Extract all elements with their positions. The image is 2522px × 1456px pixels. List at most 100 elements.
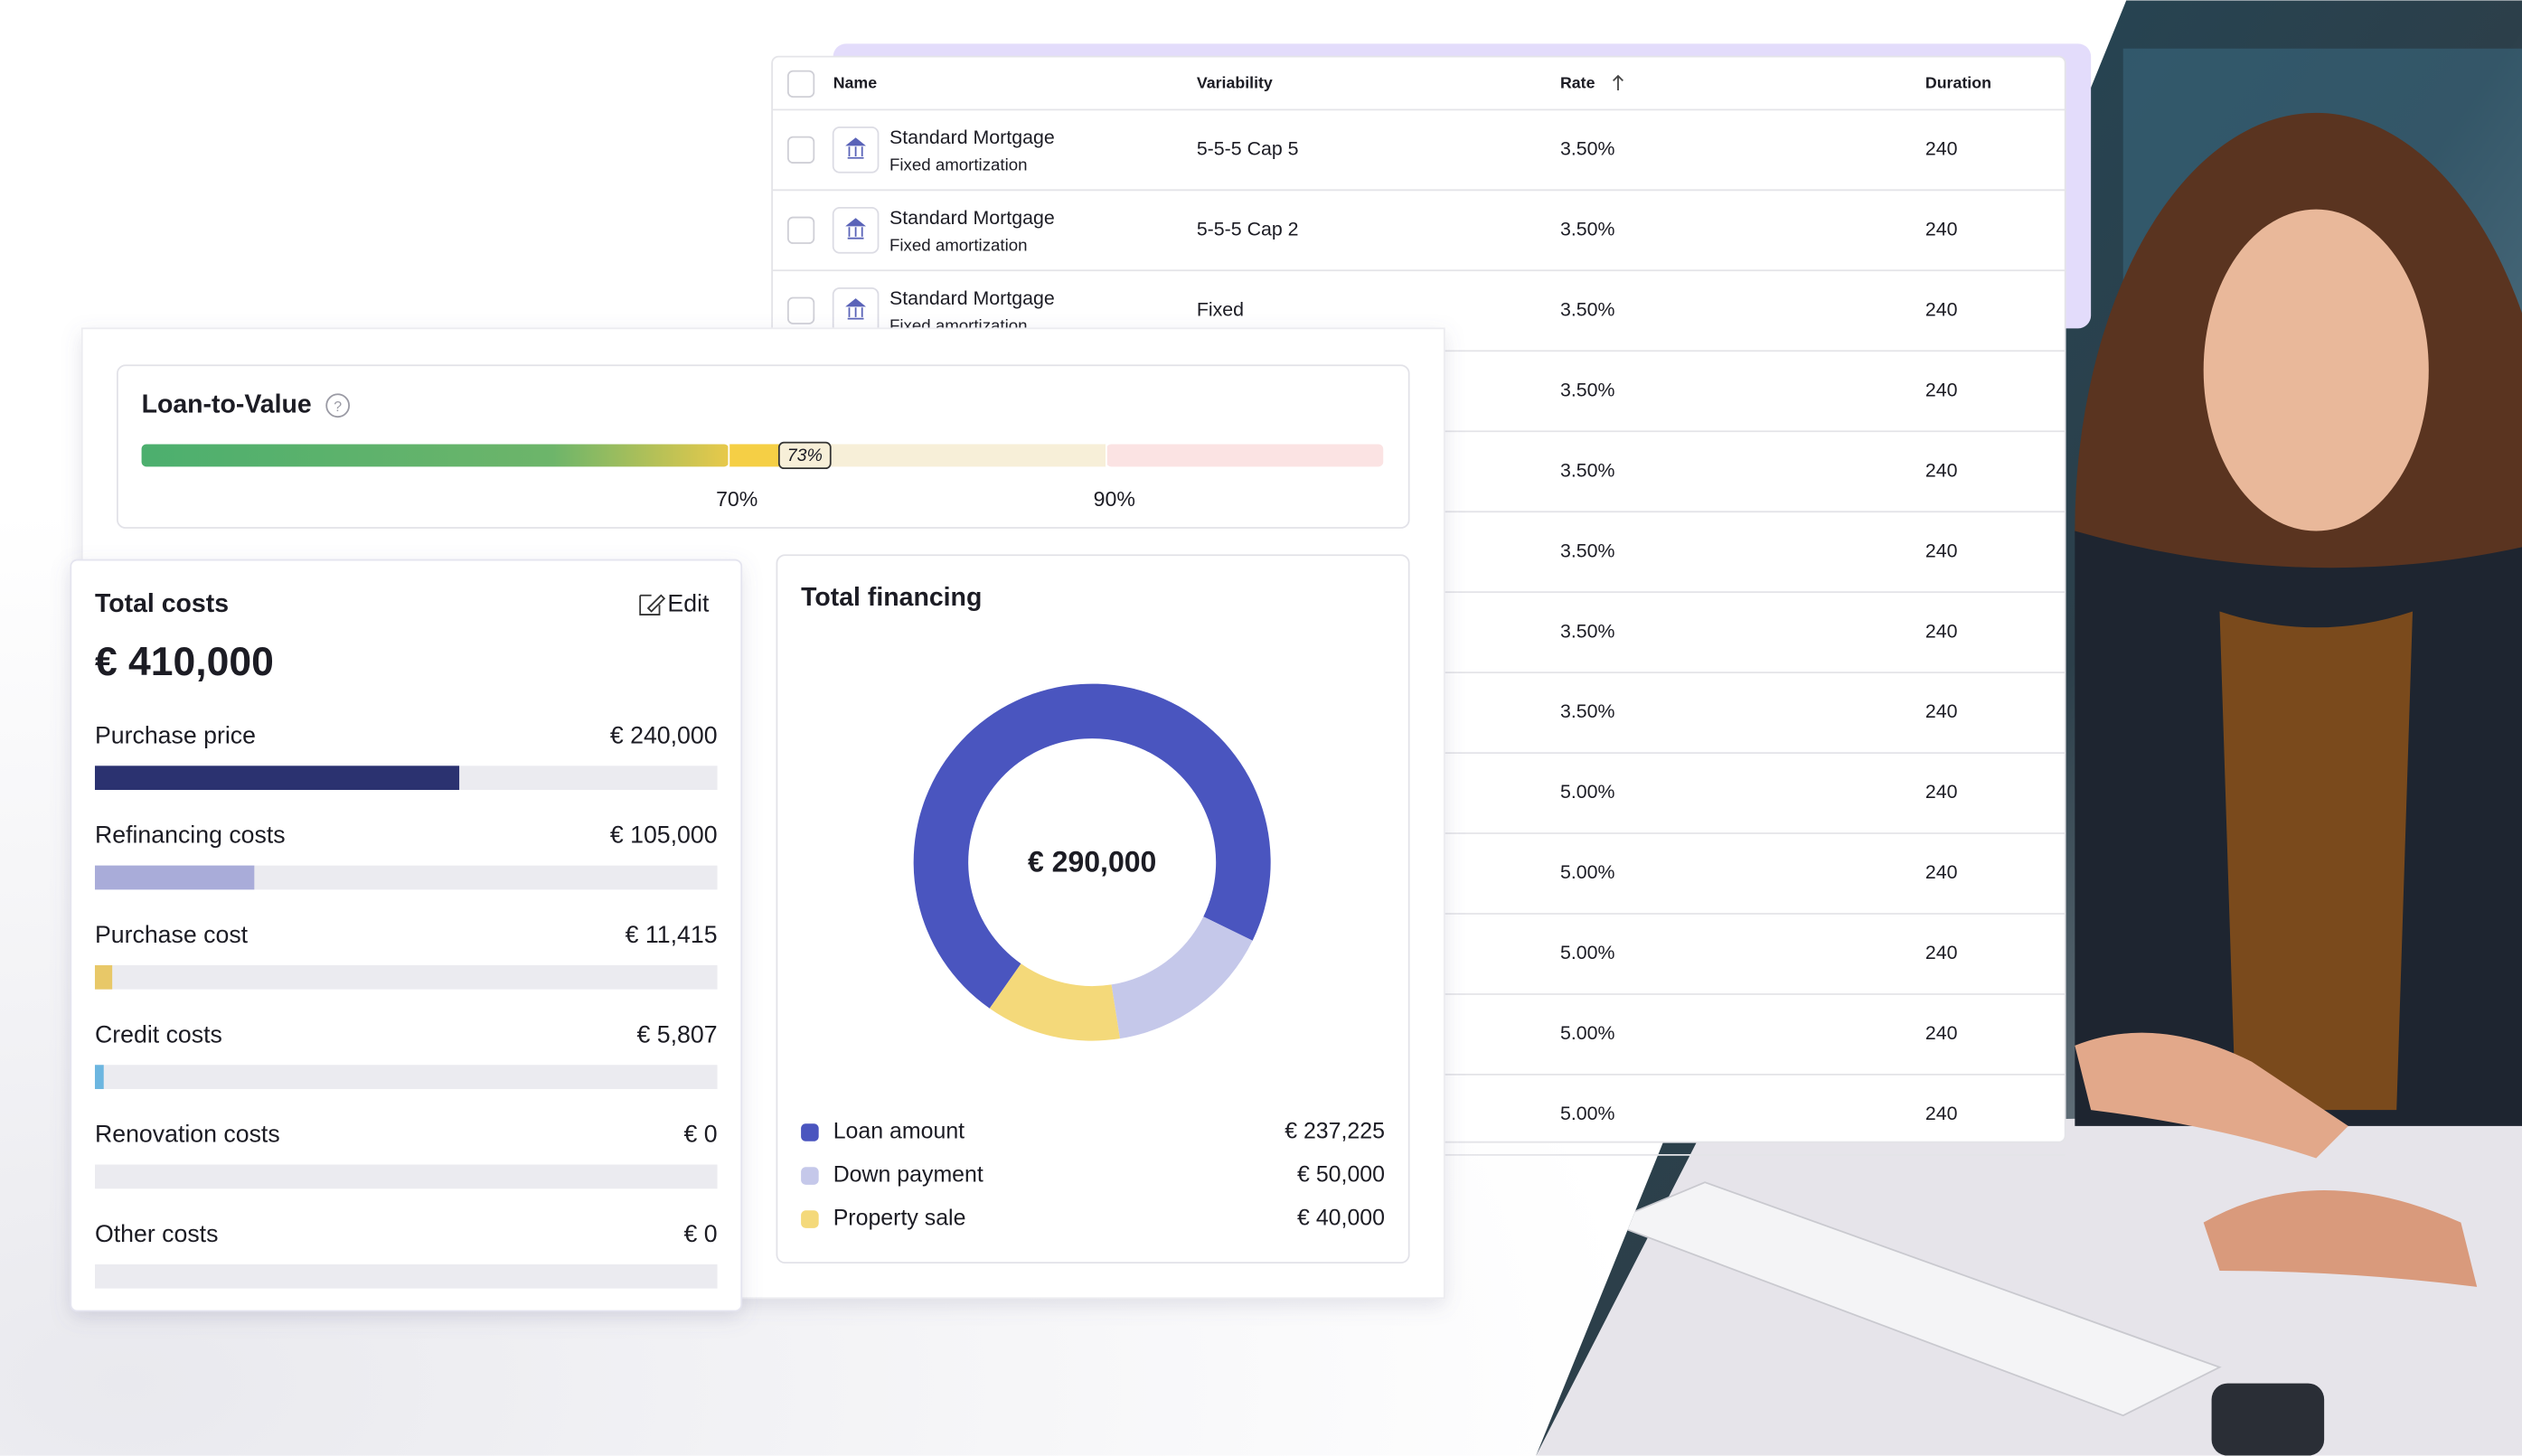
rate: 3.50% [1560, 137, 1615, 159]
financing-title: Total financing [801, 583, 982, 612]
legend-value: € 40,000 [1297, 1206, 1385, 1231]
duration: 240 [1925, 1103, 1958, 1124]
ltv-marker [777, 441, 832, 470]
product-subtitle: Fixed amortization [889, 155, 1028, 174]
costs-title: Total costs [95, 589, 229, 618]
financing-chart: Loan amount € 237,225 Down payment € 50,000… [801, 683, 1385, 1231]
costs-card [70, 559, 743, 1312]
duration: 240 [1925, 540, 1958, 561]
column-header: Duration [1925, 74, 1991, 92]
bank-icon-glyph [845, 298, 867, 320]
column-header: Variability [1197, 74, 1273, 92]
ltv-current [729, 444, 786, 467]
rate: 5.00% [1560, 1103, 1615, 1124]
hand [2075, 1032, 2348, 1159]
ltv-title: Loan-to-Value [142, 390, 312, 418]
duration: 240 [1925, 620, 1958, 642]
row-checkbox[interactable] [786, 296, 815, 324]
legend-swatch [801, 1167, 819, 1185]
duration: 240 [1925, 1022, 1958, 1044]
cost-label: Other costs [95, 1220, 218, 1247]
donut-slice [1111, 916, 1253, 1039]
ltv-segment-safe [141, 444, 729, 467]
column-header: Rate [1560, 74, 1595, 92]
row-checkbox[interactable] [786, 136, 815, 164]
cost-value: € 0 [683, 1220, 717, 1247]
cost-track [94, 1164, 718, 1189]
duration: 240 [1925, 218, 1958, 240]
duration: 240 [1925, 298, 1958, 320]
variability: 5-5-5 Cap 5 [1197, 137, 1299, 159]
legend-label: Property sale [833, 1206, 966, 1231]
cost-value: € 240,000 [610, 721, 718, 748]
cost-track [94, 1263, 718, 1289]
keyboard [1605, 1181, 2222, 1417]
financing-total: € 290,000 [1028, 845, 1156, 878]
cost-value: € 5,807 [637, 1020, 718, 1047]
help-icon[interactable] [325, 393, 351, 418]
rate: 3.50% [1560, 540, 1615, 561]
legend-value: € 237,225 [1285, 1119, 1385, 1144]
cost-label: Purchase price [95, 721, 256, 748]
donut-slice [913, 683, 1271, 1009]
rate: 3.50% [1560, 620, 1615, 642]
watch [2211, 1383, 2325, 1456]
donut-slice [989, 963, 1120, 1041]
legend-swatch [801, 1123, 819, 1141]
cost-bar [94, 766, 460, 791]
edit-button[interactable]: Edit [667, 589, 710, 616]
sort-icon[interactable] [1613, 74, 1623, 90]
legend-label: Down payment [833, 1162, 983, 1188]
cost-value: € 11,415 [626, 921, 718, 948]
cost-value: € 0 [683, 1121, 717, 1148]
cost-track [94, 964, 718, 990]
rate: 3.50% [1560, 298, 1615, 320]
bank-icon-glyph [845, 137, 867, 159]
rate: 3.50% [1560, 700, 1615, 722]
rate: 5.00% [1560, 861, 1615, 883]
cost-label: Purchase cost [95, 921, 249, 948]
legend-swatch [801, 1210, 819, 1228]
cost-label: Credit costs [95, 1020, 222, 1047]
cost-label: Refinancing costs [95, 822, 286, 849]
face [2203, 209, 2429, 531]
duration: 240 [1925, 459, 1958, 481]
legend-value: € 50,000 [1297, 1162, 1385, 1188]
duration: 240 [1925, 700, 1958, 722]
product-subtitle: Fixed amortization [889, 236, 1028, 255]
duration: 240 [1925, 861, 1958, 883]
costs-panel: Total costs Edit € 410,000 Purchase pric… [70, 559, 743, 1312]
threshold-label: 90% [1094, 487, 1135, 511]
duration: 240 [1925, 781, 1958, 803]
ltv-gauge: 73% 70% 90% [141, 441, 1384, 511]
costs-total: € 410,000 [95, 640, 274, 684]
product-name: Standard Mortgage [889, 207, 1055, 229]
cost-value: € 105,000 [610, 822, 718, 849]
rate: 3.50% [1560, 459, 1615, 481]
rate: 3.50% [1560, 218, 1615, 240]
threshold-label: 70% [716, 487, 758, 511]
column-header: Name [833, 74, 878, 92]
edit-icon[interactable] [639, 594, 666, 615]
row-checkbox[interactable] [786, 216, 815, 244]
cost-track [94, 1065, 718, 1089]
cost-label: Renovation costs [95, 1121, 280, 1148]
select-all-checkbox[interactable] [786, 70, 815, 98]
variability: Fixed [1197, 298, 1244, 320]
help-icon-glyph: ? [334, 399, 342, 415]
cost-bar [94, 1065, 104, 1089]
rate: 5.00% [1560, 942, 1615, 963]
bank-icon-glyph [845, 218, 867, 240]
financing-card [776, 554, 1410, 1264]
rate: 5.00% [1560, 1022, 1615, 1044]
product-name: Standard Mortgage [889, 127, 1055, 148]
variability: 5-5-5 Cap 2 [1197, 218, 1299, 240]
ltv-marker-label: 73% [787, 446, 823, 465]
ltv-segment-risk [1106, 444, 1384, 467]
cost-bar [94, 964, 113, 990]
rate: 3.50% [1560, 379, 1615, 400]
product-name: Standard Mortgage [889, 287, 1055, 309]
rate: 5.00% [1560, 781, 1615, 803]
